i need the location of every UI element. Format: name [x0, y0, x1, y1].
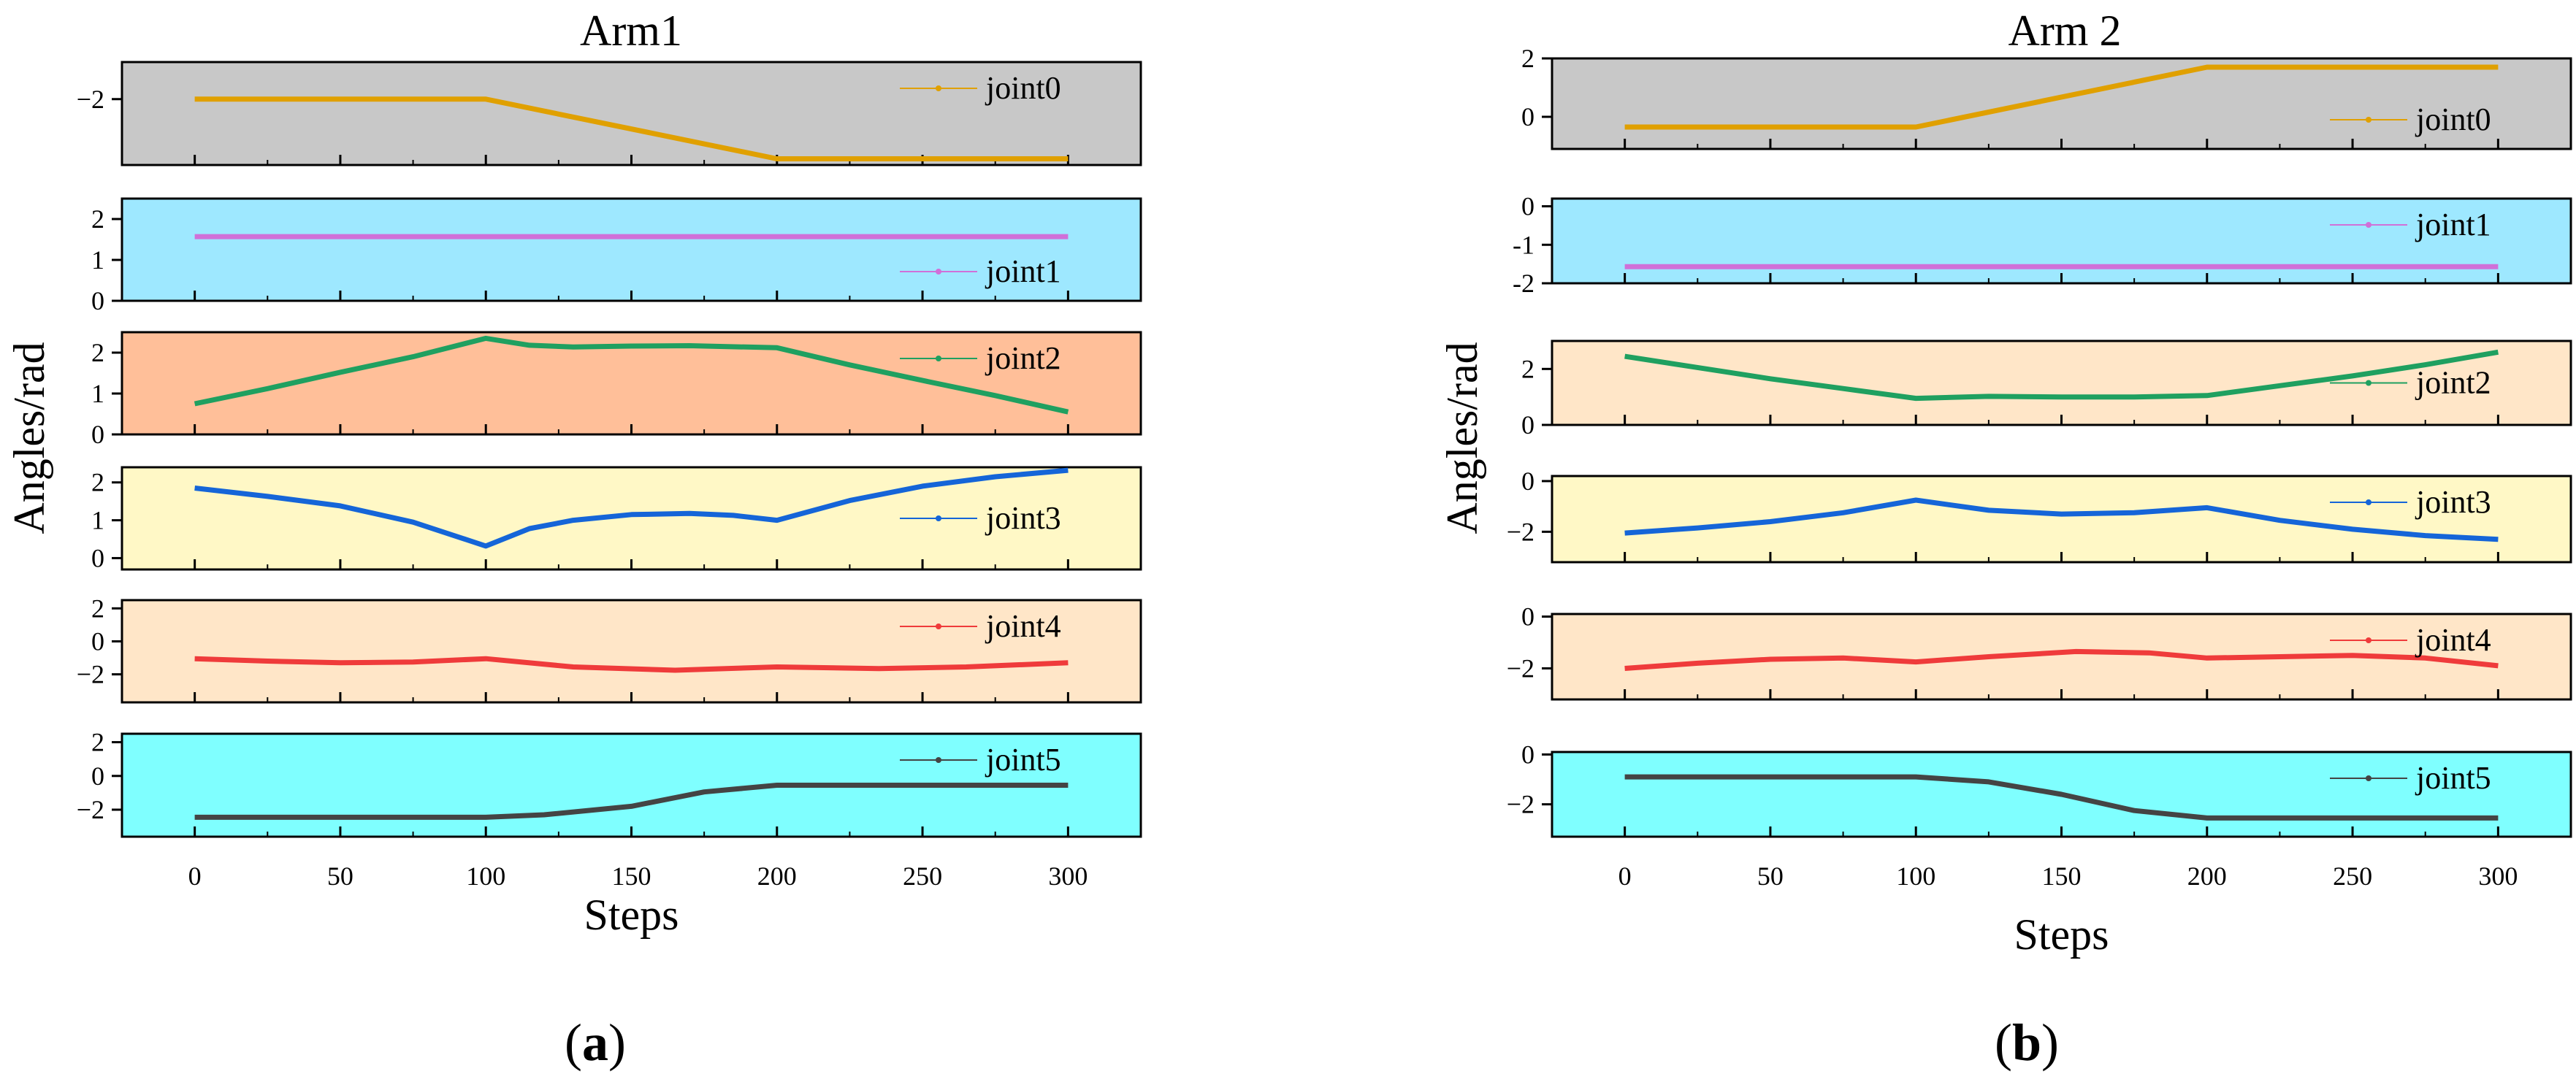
legend-label-joint3: joint3 — [985, 500, 1061, 536]
y-tick-label: 2 — [91, 728, 104, 757]
y-tick-label: 2 — [1521, 354, 1534, 383]
y-tick-label: 2 — [91, 338, 104, 367]
y-tick-label: −2 — [77, 85, 104, 114]
subplot-joint4: −2 0 2 joint4 — [77, 594, 1142, 704]
subplot-joint5: −2 0 2 joint5 — [77, 728, 1142, 838]
y-axis-title: Angles/rad — [1438, 342, 1486, 534]
legend-marker-joint1 — [936, 269, 941, 275]
x-tick-label: 100 — [466, 862, 505, 891]
x-tick-label: 50 — [327, 862, 353, 891]
subplot-joint1: 0 1 2 joint1 — [91, 197, 1142, 315]
y-tick-label: 1 — [91, 379, 104, 408]
legend-marker-joint0 — [2366, 117, 2371, 123]
panel-arm1: Arm1 Angles/rad Steps −2 joint0 0 1 2 joint1 0 1 2 j… — [5, 7, 1142, 939]
legend-marker-joint2 — [2366, 380, 2371, 386]
subplot-joint4: −2 0 joint4 — [1507, 602, 2572, 701]
x-tick-label: 200 — [757, 862, 797, 891]
y-tick-label: 2 — [91, 204, 104, 234]
y-tick-label: 2 — [1521, 44, 1534, 73]
panel-arm2: Arm 2 Angles/rad Steps 0 2 joint0 -2 -1 0 joint1 0… — [1438, 7, 2572, 959]
legend-marker-joint0 — [936, 85, 941, 91]
y-tick-label: 0 — [91, 286, 104, 315]
chart-title: Arm 2 — [2009, 7, 2122, 55]
legend-label-joint5: joint5 — [985, 742, 1061, 778]
legend-label-joint2: joint2 — [985, 340, 1061, 376]
legend-marker-joint5 — [936, 757, 941, 763]
series-line-joint0 — [194, 96, 1069, 161]
x-axis-title: Steps — [2014, 910, 2109, 959]
plot-area-joint3 — [1551, 475, 2572, 564]
legend-marker-joint1 — [2366, 222, 2371, 228]
x-tick-label: 150 — [2042, 862, 2082, 891]
y-tick-label: 0 — [1521, 410, 1534, 440]
legend-label-joint2: joint2 — [2415, 365, 2491, 401]
y-tick-label: 0 — [1521, 467, 1534, 496]
subplot-joint1: -2 -1 0 joint1 — [1513, 192, 2572, 298]
y-tick-label: 0 — [91, 626, 104, 656]
legend-marker-joint5 — [2366, 775, 2371, 781]
x-tick-label: 50 — [1757, 862, 1784, 891]
x-tick-label: 0 — [188, 862, 202, 891]
legend-label-joint1: joint1 — [985, 253, 1061, 289]
series-line-joint0 — [1624, 64, 2499, 130]
x-axis-title: Steps — [584, 891, 679, 939]
legend-marker-joint2 — [936, 356, 941, 361]
subplot-joint3: −2 0 joint3 — [1507, 467, 2572, 564]
y-axis-title: Angles/rad — [5, 342, 53, 534]
chart-title: Arm1 — [580, 7, 682, 55]
y-tick-label: −2 — [77, 660, 104, 689]
subplot-joint0: −2 joint0 — [77, 61, 1142, 166]
series-line-joint2 — [194, 335, 1069, 415]
y-tick-label: 0 — [91, 761, 104, 791]
y-tick-label: −2 — [1507, 790, 1534, 819]
subplot-joint5: −2 0 joint5 — [1507, 740, 2572, 838]
x-tick-label: 150 — [612, 862, 651, 891]
y-tick-label: 1 — [91, 245, 104, 275]
subplot-joint2: 0 1 2 joint2 — [91, 331, 1142, 449]
y-tick-label: 0 — [1521, 192, 1534, 221]
legend-marker-joint3 — [936, 515, 941, 521]
y-tick-label: 0 — [1521, 602, 1534, 632]
y-tick-label: 1 — [91, 506, 104, 535]
subcaption-b: (b) — [1995, 1013, 2059, 1072]
legend-marker-joint4 — [2366, 637, 2371, 643]
x-tick-label: 300 — [1048, 862, 1088, 891]
legend-label-joint5: joint5 — [2415, 760, 2491, 796]
subplot-joint3: 0 1 2 joint3 — [91, 466, 1142, 572]
y-tick-label: −2 — [1507, 517, 1534, 546]
subplot-joint2: 0 2 joint2 — [1521, 339, 2572, 440]
subplot-joint0: 0 2 joint0 — [1521, 44, 2572, 150]
subcaption-a: (a) — [565, 1013, 626, 1072]
legend-label-joint3: joint3 — [2415, 484, 2491, 520]
x-tick-label: 200 — [2187, 862, 2227, 891]
y-tick-label: −2 — [77, 795, 104, 824]
legend-marker-joint3 — [2366, 499, 2371, 505]
x-tick-label: 300 — [2478, 862, 2518, 891]
y-tick-label: 0 — [91, 420, 104, 449]
plot-area-joint1 — [121, 197, 1142, 302]
plot-area-joint0 — [121, 61, 1142, 166]
y-tick-label: 2 — [91, 594, 104, 623]
x-tick-label: 250 — [2333, 862, 2372, 891]
y-tick-label: -1 — [1513, 230, 1534, 259]
y-tick-label: 0 — [1521, 740, 1534, 769]
y-tick-label: −2 — [1507, 653, 1534, 683]
y-tick-label: 2 — [91, 468, 104, 497]
legend-label-joint4: joint4 — [985, 608, 1061, 644]
legend-marker-joint4 — [936, 624, 941, 629]
y-tick-label: -2 — [1513, 269, 1534, 298]
plot-area-joint4 — [121, 599, 1142, 704]
x-tick-label: 250 — [903, 862, 942, 891]
x-tick-label: 0 — [1618, 862, 1632, 891]
legend-label-joint1: joint1 — [2415, 207, 2491, 242]
legend-label-joint4: joint4 — [2415, 622, 2491, 658]
y-tick-label: 0 — [91, 543, 104, 572]
legend-label-joint0: joint0 — [985, 70, 1061, 106]
y-tick-label: 0 — [1521, 102, 1534, 131]
x-tick-label: 100 — [1896, 862, 1935, 891]
legend-label-joint0: joint0 — [2415, 101, 2491, 137]
